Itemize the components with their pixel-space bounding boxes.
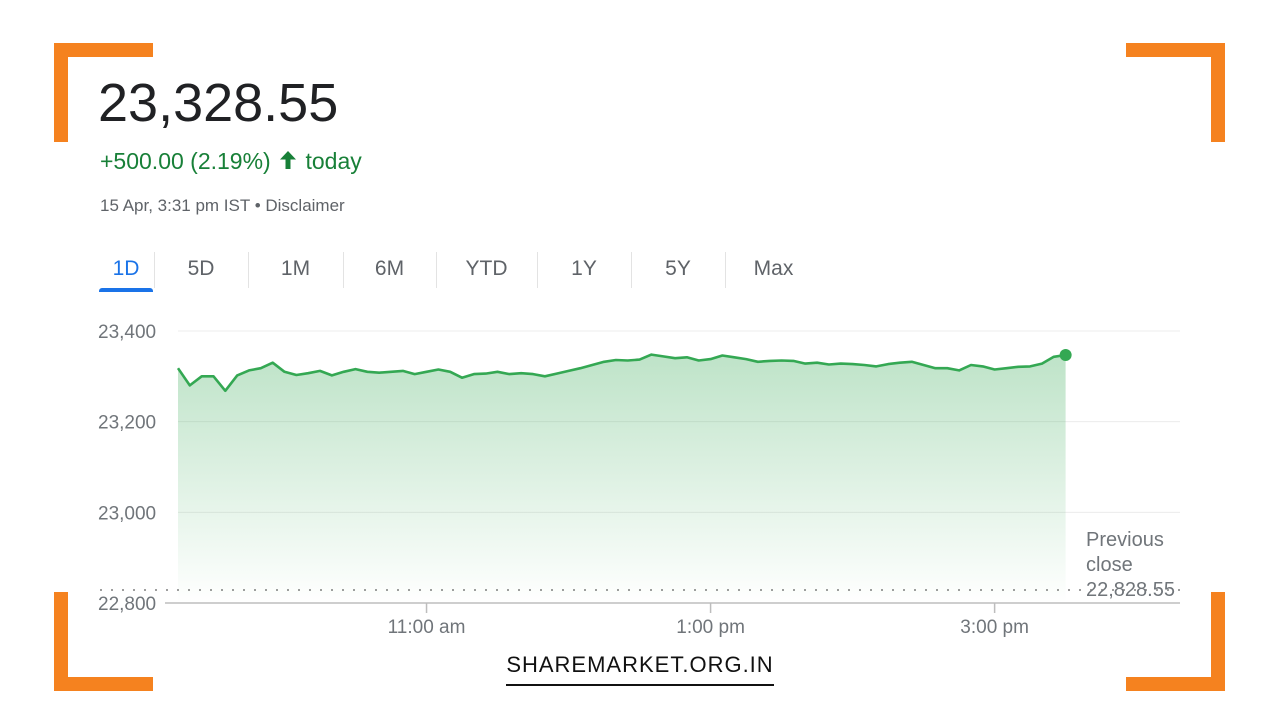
disclaimer-link[interactable]: Disclaimer [265,196,345,215]
change-value: +500.00 (2.19%) [100,148,271,174]
tab-max[interactable]: Max [725,250,822,288]
tab-1y[interactable]: 1Y [537,250,631,288]
previous-close-label: Previous close 22,828.55 [1086,528,1175,603]
frame-corner-top-left [54,43,153,142]
price-area [178,354,1066,603]
price-change: +500.00 (2.19%) today [100,147,362,176]
frame-corner-bottom-right [1126,592,1225,691]
previous-close-line2: close [1086,554,1133,576]
brand-label: SHAREMARKET.ORG.IN [506,652,774,686]
price-line [176,353,1066,393]
frame-corner-top-right [1126,43,1225,142]
timestamp: 15 Apr, 3:31 pm IST [100,196,250,215]
tab-1m[interactable]: 1M [248,250,343,288]
previous-close-line1: Previous [1086,529,1164,551]
tab-5d[interactable]: 5D [154,250,248,288]
previous-close-value: 22,828.55 [1086,579,1175,601]
up-arrow-icon [279,148,297,176]
quote-meta: 15 Apr, 3:31 pm IST • Disclaimer [100,195,345,217]
separator-dot: • [254,196,261,215]
tab-6m[interactable]: 6M [343,250,436,288]
last-price-point [1059,349,1072,362]
y-tick-label: 23,400 [98,322,156,343]
tab-ytd[interactable]: YTD [436,250,537,288]
x-tick-label: 3:00 pm [960,617,1029,638]
x-tick-label: 1:00 pm [676,617,745,638]
range-tabs: 1D 5D 1M 6M YTD 1Y 5Y Max [98,250,822,294]
tab-1d[interactable]: 1D [98,250,154,292]
y-tick-label: 23,000 [98,503,156,524]
y-tick-label: 23,200 [98,413,156,434]
x-tick-label: 11:00 am [388,617,466,638]
change-period: today [305,148,362,174]
frame-corner-bottom-left [54,592,153,691]
y-tick-label: 22,800 [98,594,156,615]
brand-footer: SHAREMARKET.ORG.IN [0,652,1280,686]
tab-5y[interactable]: 5Y [631,250,725,288]
current-price: 23,328.55 [98,73,339,133]
